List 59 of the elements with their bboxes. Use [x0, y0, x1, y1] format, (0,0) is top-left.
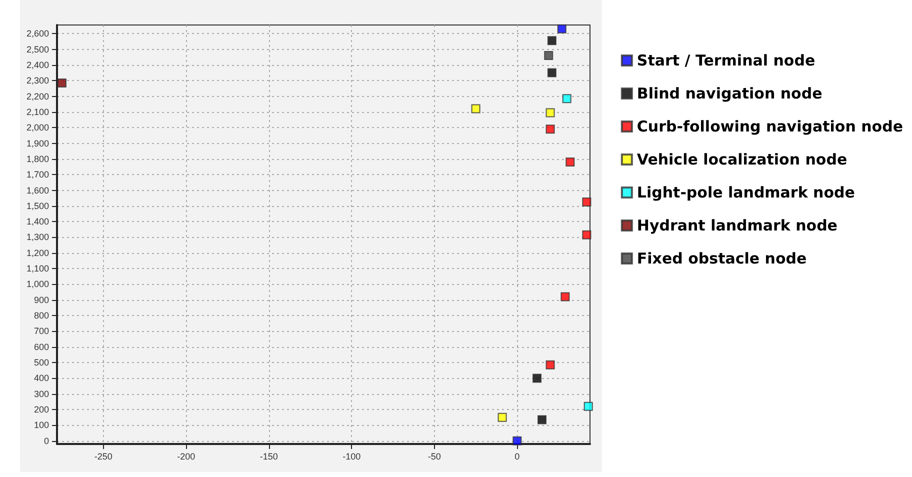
y-tick-label: 2,100 — [26, 106, 49, 117]
point — [560, 292, 570, 302]
point — [512, 436, 522, 446]
legend-label: Curb-following navigation node — [636, 118, 904, 136]
y-tick-label: 1,700 — [26, 170, 49, 180]
y-tick-label: 300 — [34, 388, 49, 399]
y-tick-label: 100 — [34, 420, 49, 430]
point — [498, 412, 507, 422]
y-tick-label: 200 — [34, 404, 49, 415]
point — [557, 24, 566, 34]
y-tick-label: 2,200 — [26, 91, 49, 102]
x-tick-label: -100 — [342, 452, 361, 462]
y-tick-label: 1,300 — [26, 232, 49, 242]
legend-label: Blind navigation node — [636, 84, 822, 102]
x-tick-label: -200 — [177, 452, 196, 462]
point — [546, 108, 555, 118]
y-tick-label: 1,500 — [26, 200, 49, 211]
y-tick-label: 1,600 — [26, 185, 49, 196]
point — [546, 124, 555, 134]
y-tick-label: 2,600 — [26, 28, 49, 39]
point — [547, 36, 556, 46]
legend-label: Light-pole landmark node — [636, 184, 855, 202]
point — [547, 68, 556, 78]
x-tick-label: -150 — [260, 452, 278, 462]
y-tick-label: 1,000 — [26, 279, 49, 290]
y-tick-label: 400 — [34, 373, 49, 384]
point — [582, 230, 592, 240]
y-tick-label: 800 — [34, 310, 49, 321]
point — [582, 198, 592, 206]
y-tick-label: 2,300 — [26, 76, 49, 86]
point — [57, 78, 66, 88]
point — [584, 402, 593, 411]
y-tick-label: 2,000 — [26, 122, 49, 133]
point — [566, 158, 575, 167]
y-tick-label: 1,400 — [26, 216, 49, 227]
y-tick-label: 500 — [34, 358, 49, 368]
y-tick-label: 1,200 — [26, 248, 49, 258]
y-tick-label: 600 — [34, 342, 49, 352]
legend-label: Vehicle localization node — [636, 150, 848, 168]
legend-label: Fixed obstacle node — [636, 250, 807, 268]
point — [532, 374, 542, 383]
point — [562, 94, 572, 104]
y-tick-label: 900 — [34, 294, 49, 305]
point — [546, 360, 555, 370]
x-tick-label: 0 — [514, 452, 520, 462]
y-tick-label: 2,400 — [26, 60, 49, 70]
y-tick-label: 1,800 — [26, 154, 49, 164]
point — [544, 51, 554, 60]
y-tick-label: 1,900 — [26, 138, 49, 148]
x-tick-label: -50 — [428, 452, 441, 462]
y-tick-label: 1,100 — [26, 264, 49, 274]
point — [471, 104, 480, 114]
legend-label: Hydrant landmark node — [636, 216, 838, 234]
y-tick-label: 2,500 — [26, 44, 49, 54]
y-tick-label: 0 — [44, 436, 49, 446]
x-tick-label: -250 — [94, 452, 112, 462]
point — [537, 415, 546, 424]
y-tick-label: 700 — [34, 326, 49, 336]
legend-label: Start / Terminal node — [636, 52, 816, 70]
